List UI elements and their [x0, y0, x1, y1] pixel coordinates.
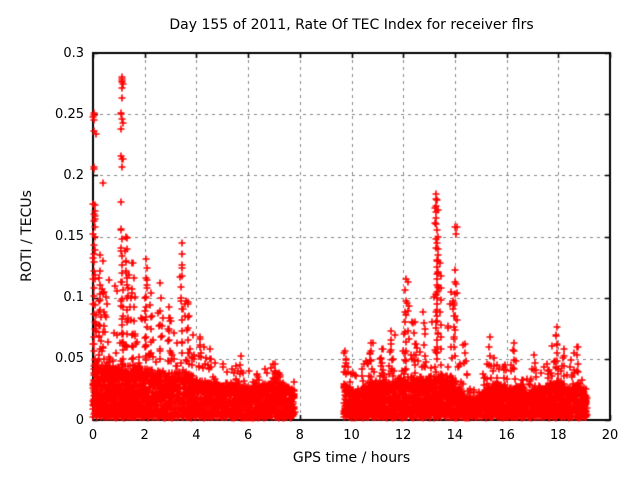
x-tick-label: 12: [394, 428, 412, 443]
y-tick-label: 0.25: [55, 106, 84, 122]
y-tick-label: 0.05: [55, 351, 84, 367]
x-tick-label: 8: [295, 428, 304, 443]
x-tick-label: 4: [192, 428, 201, 443]
chart-title: Day 155 of 2011, Rate Of TEC Index for r…: [169, 17, 534, 33]
y-tick-label: 0.15: [55, 229, 84, 244]
x-tick-label: 16: [498, 428, 515, 443]
x-tick-label: 2: [140, 428, 149, 443]
x-tick-label: 0: [88, 428, 98, 443]
x-tick-label: 6: [243, 428, 253, 443]
y-tick-label: 0.2: [63, 167, 84, 183]
y-tick-label: 0: [75, 412, 84, 428]
x-axis-label: GPS time / hours: [292, 450, 411, 466]
x-tick-label: 14: [446, 428, 464, 443]
y-tick-label: 0.3: [63, 45, 84, 61]
x-tick-label: 20: [601, 428, 619, 443]
x-tick-label: 18: [550, 428, 567, 443]
y-tick-label: 0.1: [63, 290, 84, 306]
x-tick-label: 10: [343, 428, 360, 443]
